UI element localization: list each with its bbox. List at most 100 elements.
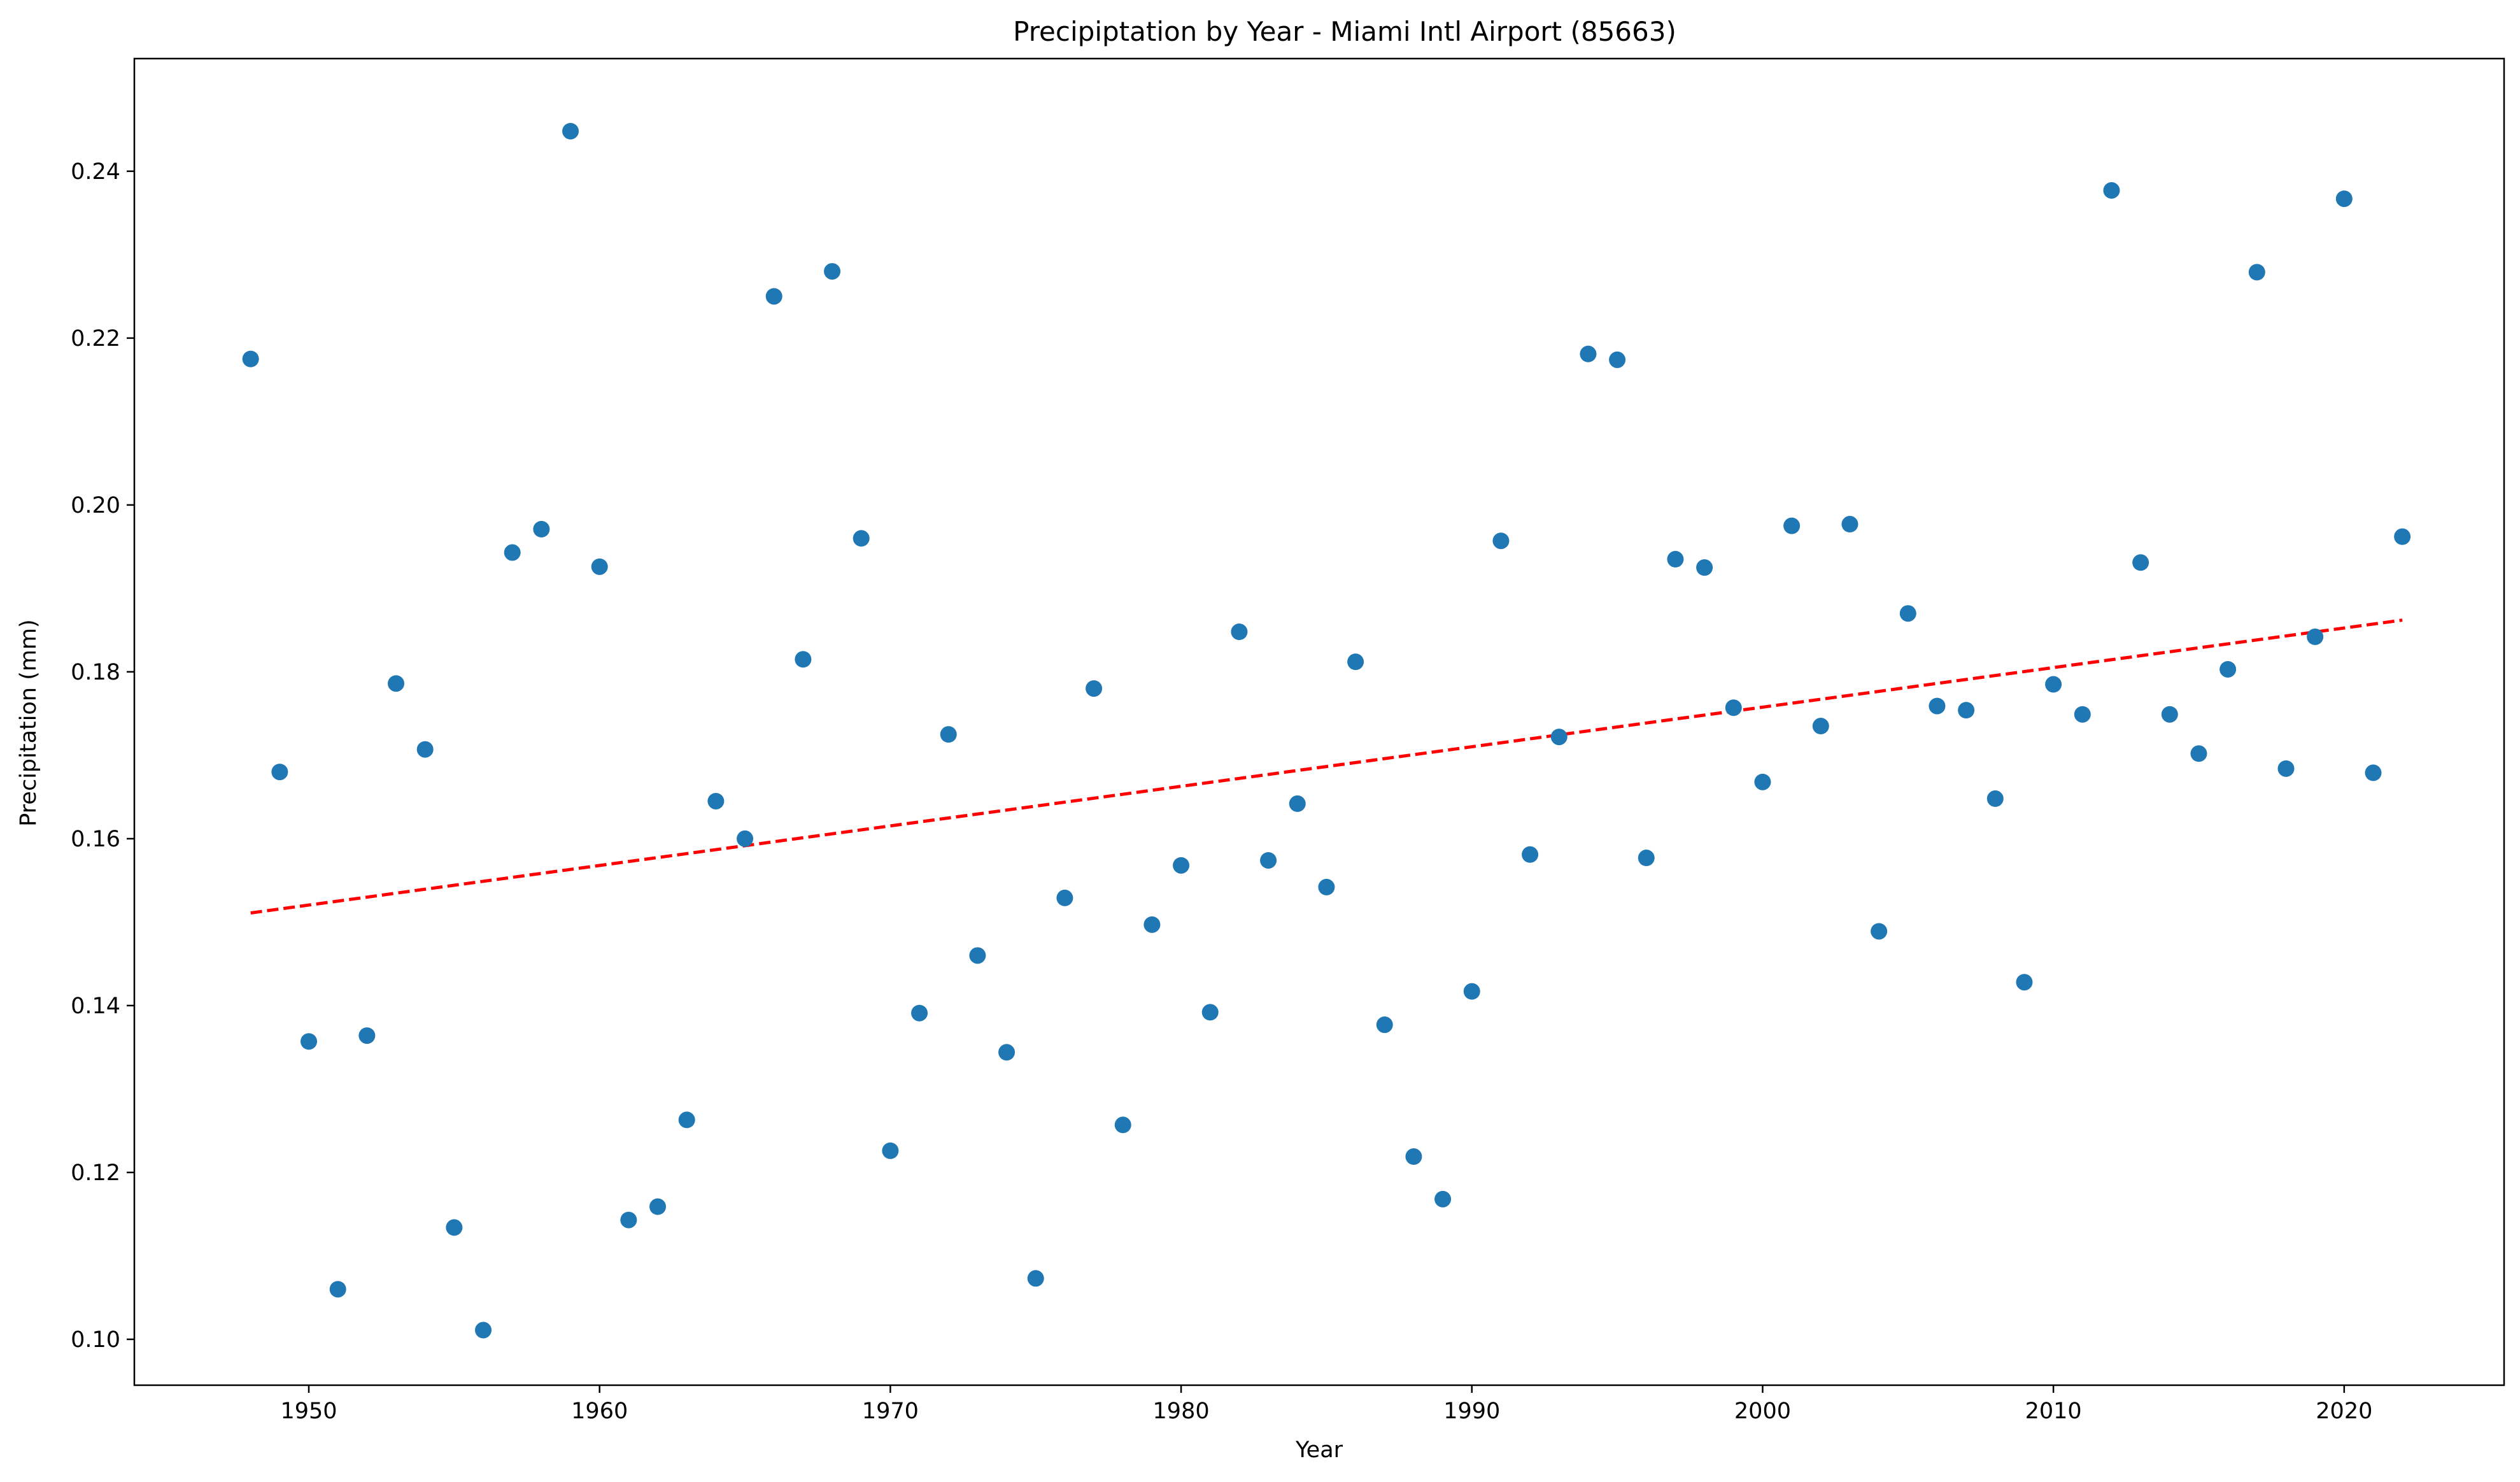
data-point: [1027, 1270, 1044, 1287]
x-tick-label: 1980: [1153, 1399, 1210, 1424]
data-point: [2103, 182, 2120, 199]
x-tick-label: 2000: [1734, 1399, 1791, 1424]
data-point: [475, 1322, 492, 1339]
data-point: [1086, 680, 1103, 697]
data-point: [1376, 1016, 1393, 1034]
data-point: [1318, 878, 1335, 895]
data-point: [562, 122, 579, 139]
data-point: [2045, 676, 2062, 693]
y-tick-label: 0.10: [71, 1327, 120, 1353]
data-point: [2277, 760, 2295, 777]
data-point: [388, 675, 405, 692]
data-point: [1201, 1004, 1219, 1021]
x-axis: 1950 1960 1970 1980 1990 2000 2010 2020: [280, 1385, 2372, 1424]
data-point: [620, 1211, 637, 1229]
data-point: [446, 1219, 463, 1236]
data-point: [1114, 1116, 1131, 1134]
data-point: [1609, 351, 1626, 368]
data-point: [504, 544, 521, 561]
data-point: [1899, 605, 1916, 622]
data-point: [1783, 517, 1801, 534]
data-point: [1812, 718, 1829, 735]
data-point: [649, 1198, 667, 1215]
data-point: [998, 1044, 1016, 1061]
data-point: [2335, 190, 2353, 208]
data-point: [824, 263, 841, 280]
data-point: [765, 288, 782, 305]
trendline-layer: [250, 618, 2403, 915]
data-point: [853, 530, 870, 547]
data-point: [1434, 1190, 1452, 1208]
data-point: [1696, 559, 1713, 576]
data-point: [1986, 790, 2004, 808]
data-point: [2016, 974, 2033, 991]
data-point: [2307, 628, 2324, 645]
data-point: [1725, 699, 1742, 716]
data-point: [329, 1281, 346, 1298]
y-tick-label: 0.24: [71, 159, 120, 185]
data-point: [1463, 983, 1480, 1000]
data-point: [1754, 773, 1771, 790]
x-tick-label: 2020: [2316, 1399, 2372, 1424]
data-point: [1841, 516, 1858, 533]
data-point: [1289, 795, 1306, 812]
plot-frame: [133, 57, 2505, 1386]
y-axis-label: Precipitation (mm): [16, 619, 41, 826]
data-point: [533, 520, 550, 538]
data-point: [707, 792, 725, 809]
x-tick-label: 1990: [1443, 1399, 1500, 1424]
data-point: [2132, 554, 2149, 571]
data-point: [416, 741, 434, 758]
data-point: [1056, 889, 1073, 906]
y-tick-label: 0.20: [71, 493, 120, 518]
data-point: [2190, 745, 2207, 762]
data-point: [1550, 729, 1568, 746]
data-point: [1231, 623, 1248, 641]
x-tick-label: 1960: [571, 1399, 628, 1424]
data-point: [2394, 528, 2411, 545]
data-point: [1260, 851, 1277, 869]
y-tick-label: 0.12: [71, 1160, 120, 1186]
y-tick-label: 0.16: [71, 827, 120, 852]
data-point: [242, 350, 259, 367]
data-point: [1522, 846, 1539, 863]
data-point: [2161, 706, 2178, 723]
data-point: [882, 1142, 899, 1159]
data-point: [737, 830, 754, 847]
data-point: [591, 558, 608, 575]
data-point: [1638, 850, 1655, 867]
data-point: [969, 947, 986, 964]
data-point: [2219, 660, 2237, 678]
data-point: [911, 1004, 928, 1022]
x-tick-label: 2010: [2025, 1399, 2082, 1424]
y-tick-label: 0.22: [71, 326, 120, 352]
data-point: [1173, 857, 1190, 874]
y-axis: 0.10 0.12 0.14 0.16 0.18 0.20 0.22 0.24: [71, 159, 134, 1353]
data-point: [2365, 764, 2382, 781]
x-tick-label: 1950: [280, 1399, 337, 1424]
data-point: [940, 726, 957, 743]
data-point: [678, 1111, 695, 1129]
data-point: [1667, 551, 1684, 568]
data-point: [1347, 653, 1364, 671]
data-point: [1871, 923, 1888, 940]
data-point: [1492, 532, 1510, 550]
data-point: [358, 1027, 376, 1044]
y-tick-label: 0.14: [71, 994, 120, 1019]
data-point: [2248, 264, 2265, 281]
chart-title: Precipiptation by Year - Miami Intl Airp…: [1013, 16, 1676, 47]
data-point: [271, 764, 288, 781]
data-point: [2074, 706, 2091, 723]
data-point: [1405, 1148, 1422, 1165]
data-point: [1929, 697, 1946, 715]
trend-line: [250, 618, 2403, 915]
data-point: [1580, 345, 1597, 362]
data-point: [301, 1033, 318, 1050]
data-point: [1143, 916, 1161, 933]
y-tick-label: 0.18: [71, 660, 120, 685]
scatter-points: [242, 122, 2411, 1339]
data-point: [1958, 702, 1975, 719]
x-tick-label: 1970: [862, 1399, 919, 1424]
data-point: [795, 651, 812, 668]
